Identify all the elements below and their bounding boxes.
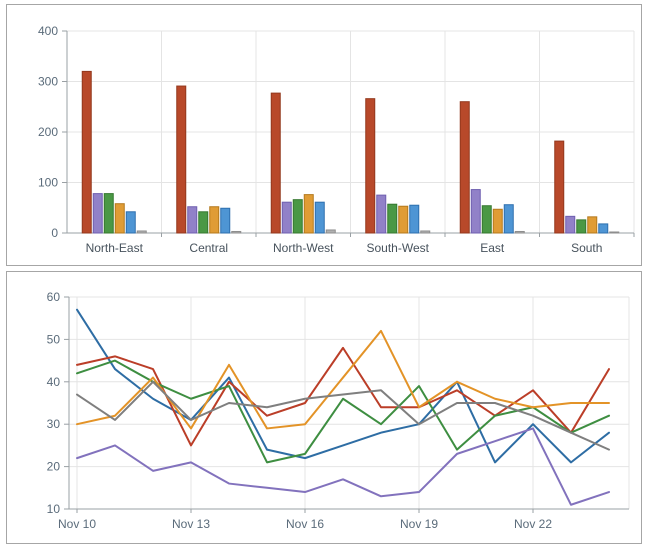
y-tick-label: 10	[47, 502, 61, 516]
category-label-east: East	[480, 241, 505, 255]
line-chart: 10 20 30 40 50 60 Nov 10 Nov 13 Nov 16 Nov 19 Nov …	[47, 290, 630, 531]
line-series-green[interactable]	[76, 359, 610, 464]
bar-south-west-orange[interactable]	[398, 205, 409, 234]
y-tick-label: 0	[51, 226, 58, 240]
bar-central-red[interactable]	[176, 85, 187, 234]
bar-east-orange[interactable]	[492, 208, 503, 234]
bar-south-purple[interactable]	[565, 215, 576, 234]
bar-north-west-blue[interactable]	[314, 201, 325, 234]
x-tick-label-nov-13: Nov 13	[172, 517, 210, 531]
y-tick-label: 300	[38, 75, 58, 89]
bar-north-west-gray[interactable]	[325, 229, 336, 234]
y-tick-label: 40	[47, 375, 61, 389]
bar-east-red[interactable]	[459, 101, 470, 234]
category-label-central: Central	[189, 241, 228, 255]
bar-north-west-orange[interactable]	[303, 194, 314, 234]
y-tick-label: 200	[38, 125, 58, 139]
bar-east-blue[interactable]	[503, 204, 514, 234]
category-label-north-east: North-East	[86, 241, 144, 255]
y-tick-label: 30	[47, 417, 61, 431]
bar-south-west-gray[interactable]	[420, 230, 431, 234]
bar-south-gray[interactable]	[609, 231, 620, 234]
bar-south-orange[interactable]	[587, 216, 598, 234]
bar-south-west-blue[interactable]	[409, 204, 420, 234]
bar-north-east-gray[interactable]	[136, 230, 147, 234]
bar-chart-panel: 0 100 200 300 400 North-East Central North-West…	[6, 4, 642, 266]
bar-east-purple[interactable]	[470, 189, 481, 234]
bar-central-orange[interactable]	[209, 206, 220, 234]
bar-south-west-red[interactable]	[365, 98, 376, 234]
bar-south-blue[interactable]	[598, 223, 609, 234]
bar-east-gray[interactable]	[514, 230, 525, 234]
y-tick-label: 100	[38, 176, 58, 190]
bar-central-purple[interactable]	[187, 206, 198, 234]
bar-south-west-purple[interactable]	[376, 194, 387, 234]
bar-central-blue[interactable]	[220, 207, 231, 234]
bar-south-red[interactable]	[554, 140, 565, 234]
bar-south-west-green[interactable]	[387, 203, 398, 234]
line-chart-panel: 10 20 30 40 50 60 Nov 10 Nov 13 Nov 16 Nov 19 Nov …	[6, 271, 642, 544]
bar-north-west-purple[interactable]	[281, 201, 292, 234]
bar-north-east-green[interactable]	[103, 193, 114, 234]
y-tick-label: 60	[47, 290, 61, 304]
bar-north-east-purple[interactable]	[92, 193, 103, 234]
category-label-north-west: North-West	[273, 241, 334, 255]
bar-north-east-red[interactable]	[81, 70, 92, 234]
bar-north-west-red[interactable]	[270, 92, 281, 234]
bar-central-green[interactable]	[198, 211, 209, 234]
y-tick-label: 20	[47, 460, 61, 474]
bar-north-east-orange[interactable]	[114, 203, 125, 234]
bar-chart: 0 100 200 300 400 North-East Central North-West…	[38, 24, 635, 255]
x-tick-label-nov-16: Nov 16	[286, 517, 324, 531]
category-label-south: South	[571, 241, 602, 255]
line-series-red[interactable]	[76, 346, 610, 447]
bar-north-west-green[interactable]	[292, 199, 303, 234]
category-label-south-west: South-West	[367, 241, 430, 255]
bar-south-green[interactable]	[576, 219, 587, 234]
line-series-gray[interactable]	[76, 380, 610, 451]
y-tick-label: 50	[47, 332, 61, 346]
bar-east-green[interactable]	[481, 205, 492, 234]
y-tick-label: 400	[38, 24, 58, 38]
x-tick-label-nov-22: Nov 22	[514, 517, 552, 531]
bar-north-east-blue[interactable]	[125, 211, 136, 234]
bar-central-gray[interactable]	[231, 230, 242, 234]
x-tick-label-nov-19: Nov 19	[400, 517, 438, 531]
line-series-purple[interactable]	[76, 427, 610, 506]
line-series-blue[interactable]	[76, 308, 610, 464]
x-tick-label-nov-10: Nov 10	[58, 517, 96, 531]
